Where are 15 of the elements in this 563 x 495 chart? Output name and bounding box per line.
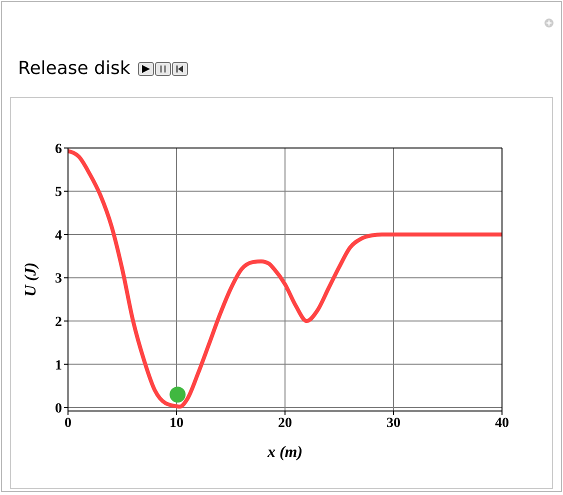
y-tick-label: 1	[55, 358, 62, 374]
y-tick-label: 2	[55, 314, 62, 330]
y-tick-label: 0	[55, 402, 62, 417]
x-tick-label: 40	[495, 416, 509, 431]
y-tick-label: 4	[55, 228, 62, 244]
y-tick-label: 3	[55, 272, 62, 287]
y-tick-label: 5	[55, 185, 62, 200]
x-tick-label: 30	[386, 416, 400, 431]
x-tick-label: 10	[170, 416, 184, 431]
y-tick-label: 6	[55, 142, 62, 157]
x-tick-label: 0	[64, 416, 72, 431]
y-axis-title: U (J)	[22, 262, 40, 297]
x-tick-label: 20	[278, 416, 292, 431]
text: Release disk	[18, 58, 130, 79]
x-axis-title: x (m)	[266, 444, 303, 461]
